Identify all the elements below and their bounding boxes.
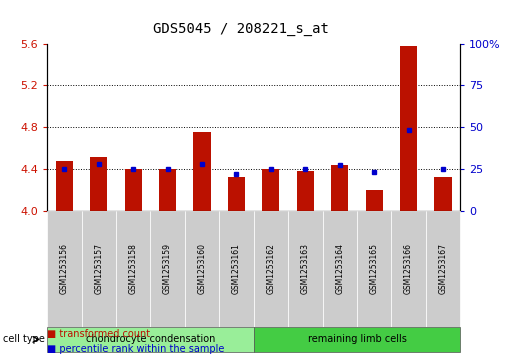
Bar (400, 46, 417, 211)
Text: GDS5045 / 208221_s_at: GDS5045 / 208221_s_at (153, 22, 328, 36)
Text: chondrocyte condensation: chondrocyte condensation (86, 334, 215, 344)
Bar (331, 164, 348, 211)
Text: GSM1253157: GSM1253157 (94, 243, 103, 294)
Text: GSM1253156: GSM1253156 (60, 243, 69, 294)
Bar (366, 189, 383, 211)
Text: cell type: cell type (3, 334, 44, 344)
Text: GSM1253160: GSM1253160 (198, 243, 207, 294)
Text: GSM1253161: GSM1253161 (232, 243, 241, 294)
Bar (159, 169, 176, 211)
Text: GSM1253166: GSM1253166 (404, 243, 413, 294)
Bar (228, 177, 245, 211)
Text: GSM1253162: GSM1253162 (266, 243, 276, 294)
Text: GSM1253159: GSM1253159 (163, 243, 172, 294)
Text: GSM1253163: GSM1253163 (301, 243, 310, 294)
Text: ■ transformed count: ■ transformed count (47, 329, 150, 339)
Text: GSM1253158: GSM1253158 (129, 243, 138, 294)
Text: GSM1253165: GSM1253165 (370, 243, 379, 294)
Text: remaining limb cells: remaining limb cells (308, 334, 406, 344)
Bar (90, 157, 107, 211)
Text: GSM1253167: GSM1253167 (438, 243, 448, 294)
Text: GSM1253164: GSM1253164 (335, 243, 344, 294)
Bar (435, 177, 452, 211)
Text: ■ percentile rank within the sample: ■ percentile rank within the sample (47, 344, 224, 354)
Bar (194, 132, 211, 211)
Bar (262, 169, 279, 211)
Bar (124, 169, 142, 211)
Bar (297, 171, 314, 211)
Bar (55, 162, 73, 211)
